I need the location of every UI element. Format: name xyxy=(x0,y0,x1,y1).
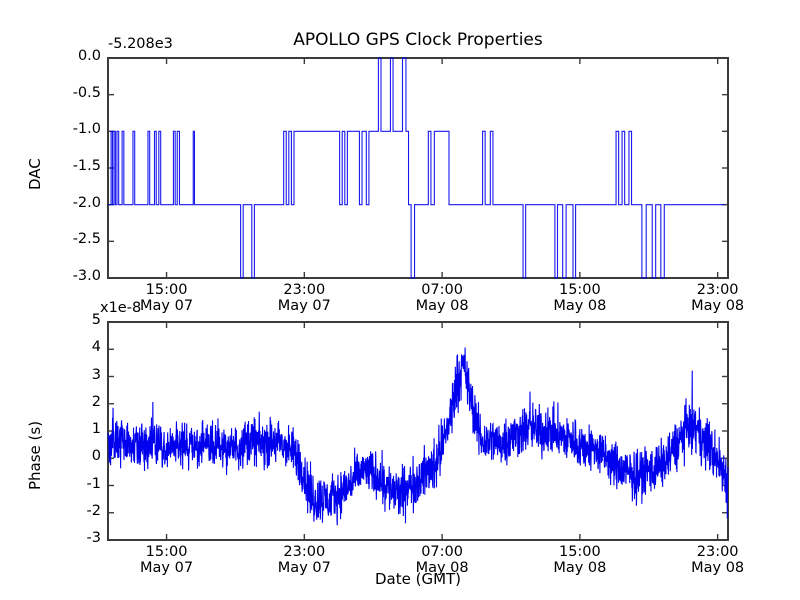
phase-x-tick-label: 07:00 May 08 xyxy=(415,544,469,576)
dac-x-tick-label: 15:00 May 08 xyxy=(553,282,607,314)
dac-y-tick-label: -2.0 xyxy=(72,194,101,211)
phase-y-tick-label: 4 xyxy=(91,339,101,356)
phase-x-tick-label: 23:00 May 08 xyxy=(691,544,745,576)
phase-y-tick-label: -1 xyxy=(86,475,101,492)
phase-x-tick-label: 15:00 May 08 xyxy=(553,544,607,576)
dac-y-tick-label: -1.0 xyxy=(72,121,101,138)
dac-x-tick-label: 23:00 May 07 xyxy=(277,282,331,314)
phase-y-tick-label: 1 xyxy=(91,421,101,437)
dac-y-tick-label: -1.5 xyxy=(72,158,101,174)
phase-y-tick-label: -2 xyxy=(86,502,101,519)
dac-x-tick-label: 23:00 May 08 xyxy=(691,282,745,314)
phase-y-offset-text: x1e-8 xyxy=(100,300,142,316)
phase-y-axis-label: Phase (s) xyxy=(26,420,44,490)
dac-x-tick-label: 07:00 May 08 xyxy=(415,282,469,314)
dac-y-axis-label: DAC xyxy=(26,158,44,190)
dac-x-tick-label: 15:00 May 07 xyxy=(140,282,194,314)
chart-title: APOLLO GPS Clock Properties xyxy=(293,30,543,50)
phase-y-tick-label: 0 xyxy=(91,448,101,465)
phase-x-tick-label: 15:00 May 07 xyxy=(140,544,194,576)
phase-y-tick-label: 2 xyxy=(91,393,101,410)
phase-y-tick-label: 5 xyxy=(91,312,101,328)
phase-y-tick-label: -3 xyxy=(86,530,101,546)
dac-y-tick-label: -2.5 xyxy=(72,231,101,248)
phase-x-tick-label: 23:00 May 07 xyxy=(277,544,331,576)
phase-y-tick-label: 3 xyxy=(91,366,101,383)
phase-x-axis-label: Date (GMT) xyxy=(374,570,462,588)
dac-y-tick-label: -3.0 xyxy=(72,268,101,284)
dac-y-tick-label: 0.0 xyxy=(77,48,101,64)
dac-y-tick-label: -0.5 xyxy=(72,84,101,101)
dac-y-offset-text: -5.208e3 xyxy=(108,36,173,52)
